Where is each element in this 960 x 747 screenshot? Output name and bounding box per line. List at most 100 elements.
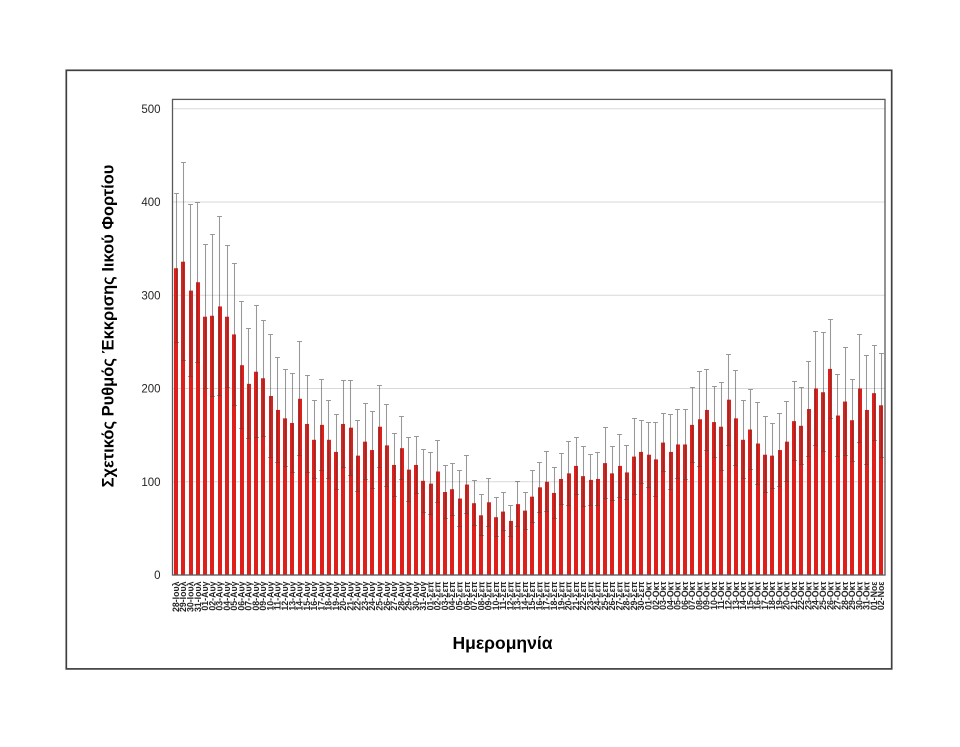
svg-text:23-Οκτ: 23-Οκτ — [803, 581, 813, 609]
svg-text:01-Αυγ: 01-Αυγ — [200, 581, 210, 610]
svg-text:20-Οκτ: 20-Οκτ — [782, 581, 792, 609]
svg-text:15-Οκτ: 15-Οκτ — [745, 581, 755, 609]
svg-text:03-Αυγ: 03-Αυγ — [215, 581, 225, 610]
svg-text:14-Σεπ: 14-Σεπ — [520, 581, 530, 610]
svg-text:07-Σεπ: 07-Σεπ — [469, 581, 479, 610]
svg-text:07-Οκτ: 07-Οκτ — [687, 581, 697, 609]
svg-text:27-Οκτ: 27-Οκτ — [833, 581, 843, 609]
svg-text:29-Σεπ: 29-Σεπ — [629, 581, 639, 610]
svg-text:22-Σεπ: 22-Σεπ — [578, 581, 588, 610]
svg-text:18-Οκτ: 18-Οκτ — [767, 581, 777, 609]
svg-text:06-Οκτ: 06-Οκτ — [680, 581, 690, 609]
svg-text:23-Σεπ: 23-Σεπ — [585, 581, 595, 610]
svg-text:20-Αυγ: 20-Αυγ — [338, 581, 348, 610]
svg-text:08-Οκτ: 08-Οκτ — [694, 581, 704, 609]
svg-text:04-Σεπ: 04-Σεπ — [447, 581, 457, 610]
svg-text:25-Αυγ: 25-Αυγ — [375, 581, 385, 610]
svg-text:21-Σεπ: 21-Σεπ — [571, 581, 581, 610]
svg-text:05-Σεπ: 05-Σεπ — [454, 581, 464, 610]
svg-text:02-Οκτ: 02-Οκτ — [651, 581, 661, 609]
svg-text:01-Οκτ: 01-Οκτ — [644, 581, 654, 609]
svg-text:300: 300 — [141, 290, 160, 302]
svg-text:29-Οκτ: 29-Οκτ — [847, 581, 857, 609]
svg-text:29-Αυγ: 29-Αυγ — [404, 581, 414, 610]
svg-text:27-Σεπ: 27-Σεπ — [614, 581, 624, 610]
svg-text:24-Οκτ: 24-Οκτ — [811, 581, 821, 609]
svg-text:25-Σεπ: 25-Σεπ — [600, 581, 610, 610]
svg-text:28-Οκτ: 28-Οκτ — [840, 581, 850, 609]
svg-text:22-Οκτ: 22-Οκτ — [796, 581, 806, 609]
svg-text:09-Σεπ: 09-Σεπ — [484, 581, 494, 610]
svg-text:03-Σεπ: 03-Σεπ — [440, 581, 450, 610]
svg-text:22-Αυγ: 22-Αυγ — [353, 581, 363, 610]
svg-text:12-Οκτ: 12-Οκτ — [723, 581, 733, 609]
svg-text:30-Ιουλ: 30-Ιουλ — [185, 581, 195, 612]
svg-text:08-Σεπ: 08-Σεπ — [476, 581, 486, 610]
svg-text:10-Οκτ: 10-Οκτ — [709, 581, 719, 609]
svg-text:31-Οκτ: 31-Οκτ — [862, 581, 872, 609]
svg-text:24-Αυγ: 24-Αυγ — [367, 581, 377, 610]
svg-text:10-Αυγ: 10-Αυγ — [265, 581, 275, 610]
svg-text:100: 100 — [141, 477, 160, 489]
svg-text:0: 0 — [154, 570, 160, 582]
svg-text:07-Αυγ: 07-Αυγ — [244, 581, 254, 610]
svg-text:06-Αυγ: 06-Αυγ — [236, 581, 246, 610]
svg-text:02-Σεπ: 02-Σεπ — [433, 581, 443, 610]
svg-text:05-Αυγ: 05-Αυγ — [229, 581, 239, 610]
svg-text:02-Νοε: 02-Νοε — [876, 581, 886, 610]
svg-text:09-Αυγ: 09-Αυγ — [258, 581, 268, 610]
svg-text:24-Σεπ: 24-Σεπ — [593, 581, 603, 610]
svg-text:18-Αυγ: 18-Αυγ — [324, 581, 334, 610]
svg-text:Σχετικός Ρυθμός Έκκρισης Ιικού: Σχετικός Ρυθμός Έκκρισης Ιικού Φορτίου — [100, 165, 118, 488]
svg-text:26-Σεπ: 26-Σεπ — [607, 581, 617, 610]
svg-text:05-Οκτ: 05-Οκτ — [673, 581, 683, 609]
svg-text:08-Αυγ: 08-Αυγ — [251, 581, 261, 610]
svg-text:01-Νοε: 01-Νοε — [869, 581, 879, 610]
svg-text:13-Αυγ: 13-Αυγ — [287, 581, 297, 610]
svg-text:30-Σεπ: 30-Σεπ — [636, 581, 646, 610]
svg-text:27-Αυγ: 27-Αυγ — [389, 581, 399, 610]
svg-text:13-Οκτ: 13-Οκτ — [731, 581, 741, 609]
svg-text:09-Οκτ: 09-Οκτ — [702, 581, 712, 609]
svg-text:28-Σεπ: 28-Σεπ — [622, 581, 632, 610]
svg-text:400: 400 — [141, 197, 160, 209]
svg-text:26-Οκτ: 26-Οκτ — [825, 581, 835, 609]
svg-text:16-Αυγ: 16-Αυγ — [309, 581, 319, 610]
svg-text:31-Αυγ: 31-Αυγ — [418, 581, 428, 610]
svg-text:26-Αυγ: 26-Αυγ — [382, 581, 392, 610]
svg-text:15-Αυγ: 15-Αυγ — [302, 581, 312, 610]
svg-text:13-Σεπ: 13-Σεπ — [513, 581, 523, 610]
svg-text:19-Αυγ: 19-Αυγ — [331, 581, 341, 610]
svg-text:11-Οκτ: 11-Οκτ — [716, 581, 726, 609]
svg-text:21-Αυγ: 21-Αυγ — [345, 581, 355, 610]
svg-text:04-Αυγ: 04-Αυγ — [222, 581, 232, 610]
svg-text:16-Σεπ: 16-Σεπ — [534, 581, 544, 610]
svg-text:04-Οκτ: 04-Οκτ — [665, 581, 675, 609]
svg-text:Ημερομηνία: Ημερομηνία — [453, 633, 553, 653]
svg-text:21-Οκτ: 21-Οκτ — [789, 581, 799, 609]
svg-text:12-Σεπ: 12-Σεπ — [505, 581, 515, 610]
svg-text:20-Σεπ: 20-Σεπ — [564, 581, 574, 610]
svg-text:12-Αυγ: 12-Αυγ — [280, 581, 290, 610]
svg-text:16-Οκτ: 16-Οκτ — [753, 581, 763, 609]
svg-text:11-Αυγ: 11-Αυγ — [273, 581, 283, 610]
svg-text:15-Σεπ: 15-Σεπ — [527, 581, 537, 610]
svg-text:25-Οκτ: 25-Οκτ — [818, 581, 828, 609]
svg-text:500: 500 — [141, 104, 160, 116]
svg-text:31-Ιουλ: 31-Ιουλ — [193, 581, 203, 612]
svg-text:23-Αυγ: 23-Αυγ — [360, 581, 370, 610]
svg-text:28-Αυγ: 28-Αυγ — [396, 581, 406, 610]
svg-text:29-Ιουλ: 29-Ιουλ — [178, 581, 188, 612]
svg-text:17-Σεπ: 17-Σεπ — [542, 581, 552, 610]
svg-text:14-Οκτ: 14-Οκτ — [738, 581, 748, 609]
svg-text:06-Σεπ: 06-Σεπ — [462, 581, 472, 610]
svg-text:30-Αυγ: 30-Αυγ — [411, 581, 421, 610]
svg-text:18-Σεπ: 18-Σεπ — [549, 581, 559, 610]
svg-text:28-Ιουλ: 28-Ιουλ — [171, 581, 181, 612]
svg-text:03-Οκτ: 03-Οκτ — [658, 581, 668, 609]
svg-text:01-Σεπ: 01-Σεπ — [425, 581, 435, 610]
svg-text:10-Σεπ: 10-Σεπ — [491, 581, 501, 610]
svg-text:200: 200 — [141, 384, 160, 396]
svg-text:17-Αυγ: 17-Αυγ — [316, 581, 326, 610]
svg-text:02-Αυγ: 02-Αυγ — [207, 581, 217, 610]
